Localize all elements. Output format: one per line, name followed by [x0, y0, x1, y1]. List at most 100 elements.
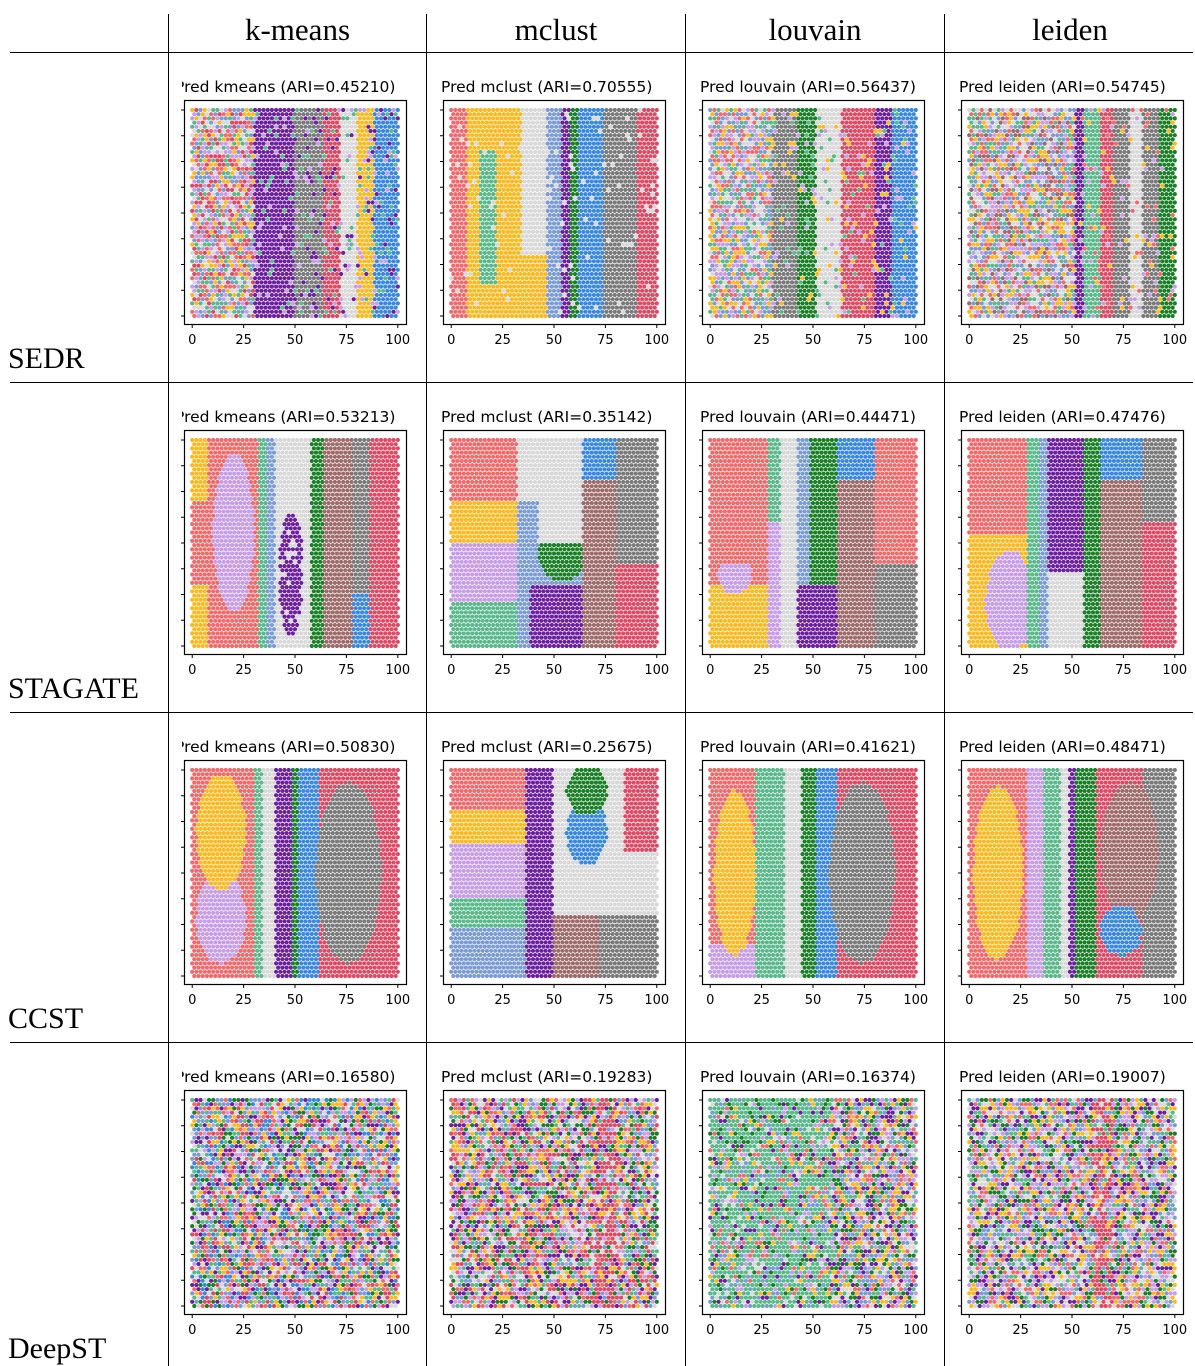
- spot-point: [351, 171, 356, 176]
- spot-point: [558, 208, 563, 213]
- spot-point: [242, 137, 247, 142]
- spot-point: [489, 171, 494, 176]
- spot-point: [593, 238, 599, 243]
- spot-point: [619, 229, 624, 234]
- spot-point: [292, 213, 298, 218]
- spot-point: [271, 263, 277, 268]
- spot-point: [568, 263, 573, 268]
- spot-point: [541, 284, 546, 289]
- spot-point: [391, 284, 396, 289]
- spot-point: [217, 171, 222, 176]
- spot-point: [206, 284, 212, 289]
- spot-point: [370, 107, 375, 113]
- spot-point: [393, 288, 398, 293]
- spot-point: [265, 242, 270, 247]
- spot-point: [459, 162, 464, 167]
- spot-point: [633, 217, 638, 222]
- spot-point: [482, 225, 487, 230]
- spot-point: [238, 229, 243, 234]
- spot-point: [566, 284, 571, 289]
- spot-point: [303, 183, 308, 188]
- spot-point: [221, 305, 226, 310]
- spot-point: [265, 267, 270, 272]
- spot-point: [570, 200, 575, 205]
- spot-point: [560, 154, 565, 159]
- spot-point: [642, 116, 647, 121]
- spot-point: [585, 171, 590, 176]
- spot-point: [217, 128, 222, 134]
- spot-point: [192, 204, 197, 209]
- spot-point: [549, 292, 554, 298]
- spot-point: [604, 259, 609, 264]
- spot-point: [351, 213, 356, 218]
- spot-point: [627, 171, 632, 176]
- spot-point: [449, 259, 454, 264]
- spot-point: [598, 162, 603, 167]
- spot-point: [524, 309, 529, 314]
- spot-point: [476, 120, 481, 125]
- spot-point: [530, 263, 536, 268]
- spot-point: [387, 192, 392, 197]
- spot-point: [650, 107, 655, 113]
- spot-point: [593, 255, 599, 260]
- spot-point: [530, 271, 536, 277]
- spot-point: [267, 137, 272, 142]
- spot-point: [509, 255, 515, 260]
- spot-point: [564, 255, 569, 260]
- spot-point: [612, 200, 617, 205]
- spot-point: [507, 242, 513, 247]
- spot-point: [495, 225, 500, 230]
- spot-point: [322, 171, 327, 176]
- spot-point: [482, 292, 487, 298]
- spot-point: [318, 297, 323, 302]
- spot-point: [324, 133, 329, 138]
- spot-point: [482, 250, 487, 255]
- spot-point: [357, 284, 363, 289]
- spot-point: [391, 192, 396, 197]
- spot-point: [558, 242, 563, 247]
- spot-point: [484, 255, 489, 260]
- spot-point: [326, 179, 331, 184]
- spot-point: [509, 297, 515, 302]
- spot-point: [324, 217, 329, 222]
- spot-point: [190, 149, 195, 155]
- spot-point: [292, 305, 298, 310]
- spot-point: [213, 112, 218, 117]
- spot-point: [614, 305, 619, 310]
- spot-point: [374, 133, 379, 138]
- spot-point: [324, 166, 329, 171]
- spot-point: [652, 171, 657, 176]
- spot-point: [255, 179, 260, 184]
- spot-point: [512, 292, 517, 298]
- spot-point: [537, 250, 542, 255]
- spot-point: [627, 238, 632, 243]
- spot-point: [543, 162, 548, 167]
- spot-point: [223, 200, 228, 205]
- spot-point: [509, 162, 515, 167]
- spot-point: [372, 145, 377, 150]
- spot-point: [276, 246, 281, 251]
- spot-point: [652, 288, 657, 293]
- spot-point: [654, 217, 659, 222]
- spot-point: [383, 107, 388, 113]
- spot-point: [276, 297, 281, 302]
- spot-point: [376, 255, 381, 260]
- spot-point: [366, 175, 371, 180]
- spot-point: [522, 246, 527, 251]
- spot-point: [627, 162, 632, 167]
- spot-point: [227, 200, 233, 205]
- spot-point: [307, 292, 312, 298]
- spot-point: [343, 297, 348, 302]
- spot-point: [595, 217, 601, 222]
- spot-point: [608, 259, 613, 264]
- spot-point: [206, 192, 212, 197]
- spot-point: [286, 225, 291, 230]
- spot-point: [267, 305, 272, 310]
- spot-point: [385, 204, 390, 209]
- spot-point: [514, 179, 519, 184]
- spot-point: [470, 250, 475, 255]
- spot-point: [259, 255, 264, 260]
- spot-point: [345, 242, 350, 247]
- spot-point: [579, 284, 584, 289]
- spot-point: [225, 196, 230, 201]
